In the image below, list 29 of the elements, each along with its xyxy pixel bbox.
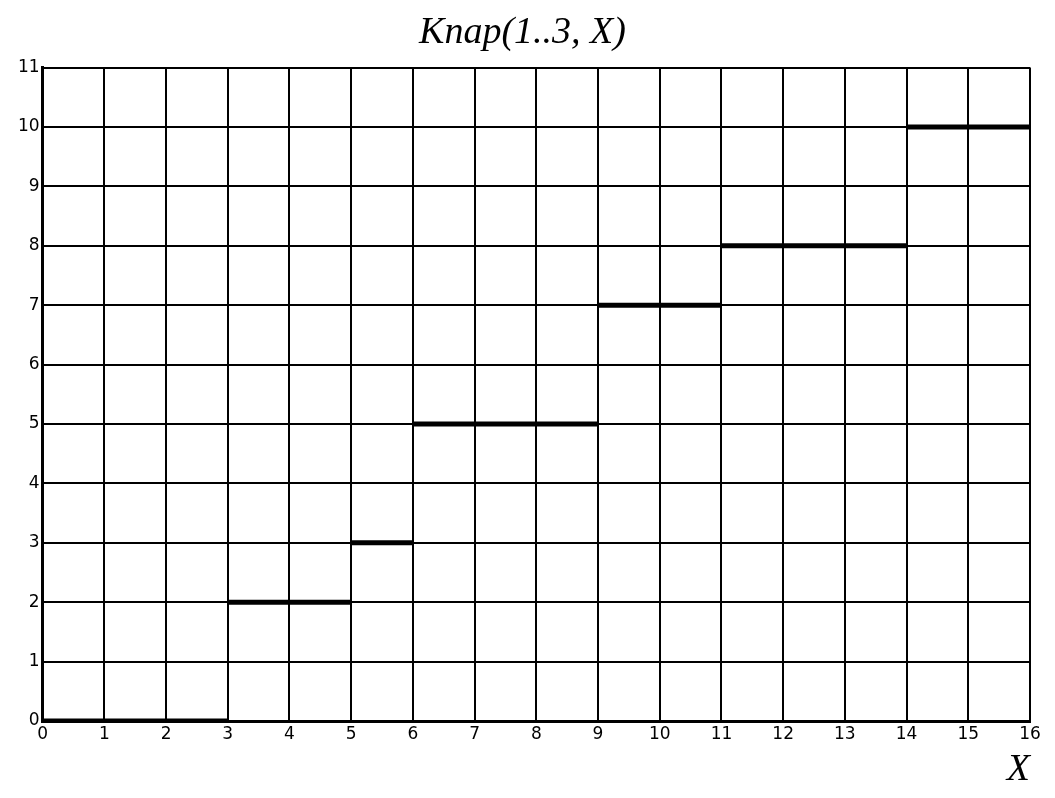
y-tick-label: 2: [28, 590, 40, 611]
y-tick-label: 6: [28, 353, 40, 374]
x-tick-label: 3: [222, 722, 234, 743]
x-tick-label: 7: [469, 722, 481, 743]
x-tick-label: 6: [407, 722, 419, 743]
x-tick-label: 14: [895, 722, 918, 743]
x-tick-label: 2: [160, 722, 172, 743]
x-axis-title: X: [1004, 746, 1032, 789]
y-tick-label: 3: [28, 531, 40, 552]
x-tick-label: 8: [530, 722, 542, 743]
y-tick-label: 7: [28, 293, 40, 314]
y-tick-label: 11: [17, 56, 40, 77]
y-tick-label: 8: [28, 234, 40, 255]
chart-title: Knap(1..3, X): [418, 8, 626, 52]
x-tick-label: 11: [710, 722, 733, 743]
x-tick-label: 12: [772, 722, 794, 743]
y-tick-label: 9: [28, 174, 40, 195]
x-tick-label: 9: [592, 722, 604, 743]
x-tick-label: 10: [648, 722, 671, 743]
x-tick-label: 16: [1019, 722, 1041, 743]
x-tick-label: 1: [98, 722, 110, 743]
x-tick-label: 5: [345, 722, 357, 743]
y-tick-label: 5: [28, 412, 40, 433]
x-tick-label: 13: [834, 722, 856, 743]
y-tick-label: 10: [17, 115, 40, 136]
y-tick-label: 4: [28, 471, 40, 492]
x-tick-label: 4: [284, 722, 295, 743]
x-tick-label: 15: [957, 722, 980, 743]
y-tick-label: 1: [28, 650, 40, 671]
